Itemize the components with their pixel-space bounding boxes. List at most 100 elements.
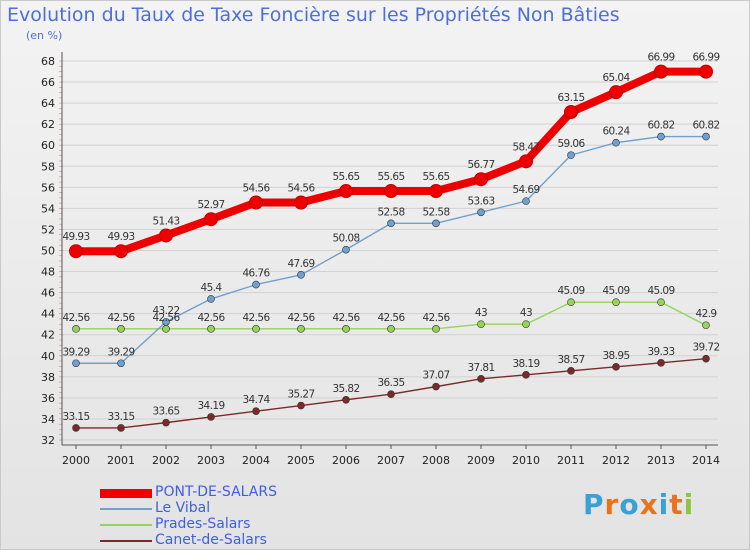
- x-tick-label: 2012: [602, 454, 630, 467]
- data-label: 54.56: [287, 182, 315, 194]
- data-label: 52.58: [422, 206, 449, 218]
- data-point: [252, 280, 260, 289]
- x-tick-label: 2002: [152, 454, 180, 467]
- data-label: 45.09: [647, 285, 674, 297]
- y-tick-label: 48: [41, 266, 55, 279]
- data-point: [432, 325, 440, 333]
- data-label: 55.65: [422, 171, 449, 183]
- x-tick-label: 2011: [557, 454, 585, 467]
- data-point: [162, 318, 170, 326]
- data-point: [117, 424, 125, 432]
- logo-letter: i: [658, 488, 670, 521]
- data-point: [342, 325, 350, 333]
- x-tick-label: 2010: [512, 454, 540, 467]
- y-unit-label: (en %): [26, 29, 63, 42]
- data-label: 66.99: [647, 52, 674, 64]
- data-point: [339, 184, 353, 199]
- data-point: [162, 325, 170, 333]
- data-point: [69, 244, 83, 259]
- data-point: [612, 298, 620, 306]
- data-point: [519, 154, 533, 169]
- y-tick-label: 46: [41, 287, 55, 300]
- logo-letter: o: [619, 488, 640, 521]
- data-label: 60.82: [647, 120, 674, 132]
- data-label: 42.56: [152, 312, 180, 324]
- data-label: 50.08: [332, 233, 359, 245]
- legend-label: Prades-Salars: [155, 516, 251, 532]
- y-tick-label: 38: [41, 371, 55, 384]
- data-point: [474, 172, 488, 187]
- data-point: [432, 219, 440, 228]
- data-label: 45.4: [201, 282, 223, 294]
- data-label: 45.09: [557, 285, 584, 297]
- data-label: 39.29: [62, 346, 89, 358]
- data-label: 51.43: [152, 215, 179, 227]
- data-label: 35.82: [332, 383, 359, 395]
- y-tick-label: 40: [41, 350, 55, 363]
- data-label: 34.19: [197, 400, 224, 412]
- data-label: 43: [475, 307, 487, 319]
- proxiti-logo: Proxiti: [583, 488, 694, 521]
- y-tick-label: 34: [41, 413, 55, 426]
- data-point: [387, 390, 395, 399]
- data-label: 39.72: [692, 342, 719, 354]
- legend-label: PONT-DE-SALARS: [155, 484, 277, 500]
- data-label: 46.76: [242, 268, 270, 280]
- data-label: 33.65: [152, 406, 179, 418]
- logo-letter: r: [604, 488, 620, 521]
- x-tick-label: 2006: [332, 454, 360, 467]
- y-tick-label: 68: [41, 55, 55, 68]
- data-point: [477, 320, 485, 328]
- data-label: 37.81: [467, 362, 494, 374]
- x-tick-label: 2014: [692, 454, 720, 467]
- data-point: [567, 151, 575, 159]
- y-tick-label: 54: [41, 202, 55, 215]
- data-label: 34.74: [242, 394, 270, 406]
- logo-letter: P: [583, 488, 605, 521]
- legend-label: Canet-de-Salars: [155, 532, 267, 548]
- data-label: 42.56: [422, 312, 450, 324]
- data-point: [207, 295, 215, 303]
- data-point: [252, 325, 260, 333]
- data-label: 65.04: [602, 72, 630, 84]
- data-label: 42.56: [287, 312, 315, 324]
- data-point: [699, 64, 713, 79]
- data-label: 63.15: [557, 92, 584, 104]
- data-label: 60.24: [602, 126, 630, 138]
- data-point: [342, 245, 350, 254]
- data-point: [207, 413, 215, 421]
- data-label: 39.33: [647, 346, 674, 358]
- legend-swatch: [100, 540, 152, 542]
- data-point: [654, 64, 668, 79]
- y-tick-label: 64: [41, 97, 55, 110]
- data-label: 42.56: [332, 312, 360, 324]
- data-point: [72, 424, 80, 432]
- data-label: 36.35: [377, 377, 404, 389]
- data-point: [72, 359, 80, 368]
- data-label: 58.47: [512, 141, 539, 153]
- data-point: [567, 367, 575, 375]
- data-label: 38.19: [512, 358, 539, 370]
- y-tick-label: 42: [41, 329, 55, 342]
- data-point: [702, 132, 710, 141]
- data-point: [564, 105, 578, 120]
- data-label: 49.93: [62, 231, 89, 243]
- data-label: 53.63: [467, 195, 494, 207]
- data-point: [429, 184, 443, 199]
- data-point: [294, 195, 308, 210]
- legend-swatch: [100, 508, 152, 510]
- data-point: [252, 407, 260, 415]
- data-point: [297, 325, 305, 333]
- data-label: 49.93: [107, 231, 134, 243]
- x-tick-label: 2004: [242, 454, 270, 467]
- data-label: 55.65: [332, 171, 359, 183]
- data-label: 42.56: [197, 312, 225, 324]
- data-point: [702, 321, 710, 330]
- data-point: [609, 85, 623, 100]
- y-tick-label: 66: [41, 76, 55, 89]
- legend-swatch: [100, 524, 152, 526]
- data-point: [702, 354, 710, 363]
- y-tick-label: 56: [41, 181, 55, 194]
- data-label: 37.07: [422, 370, 449, 382]
